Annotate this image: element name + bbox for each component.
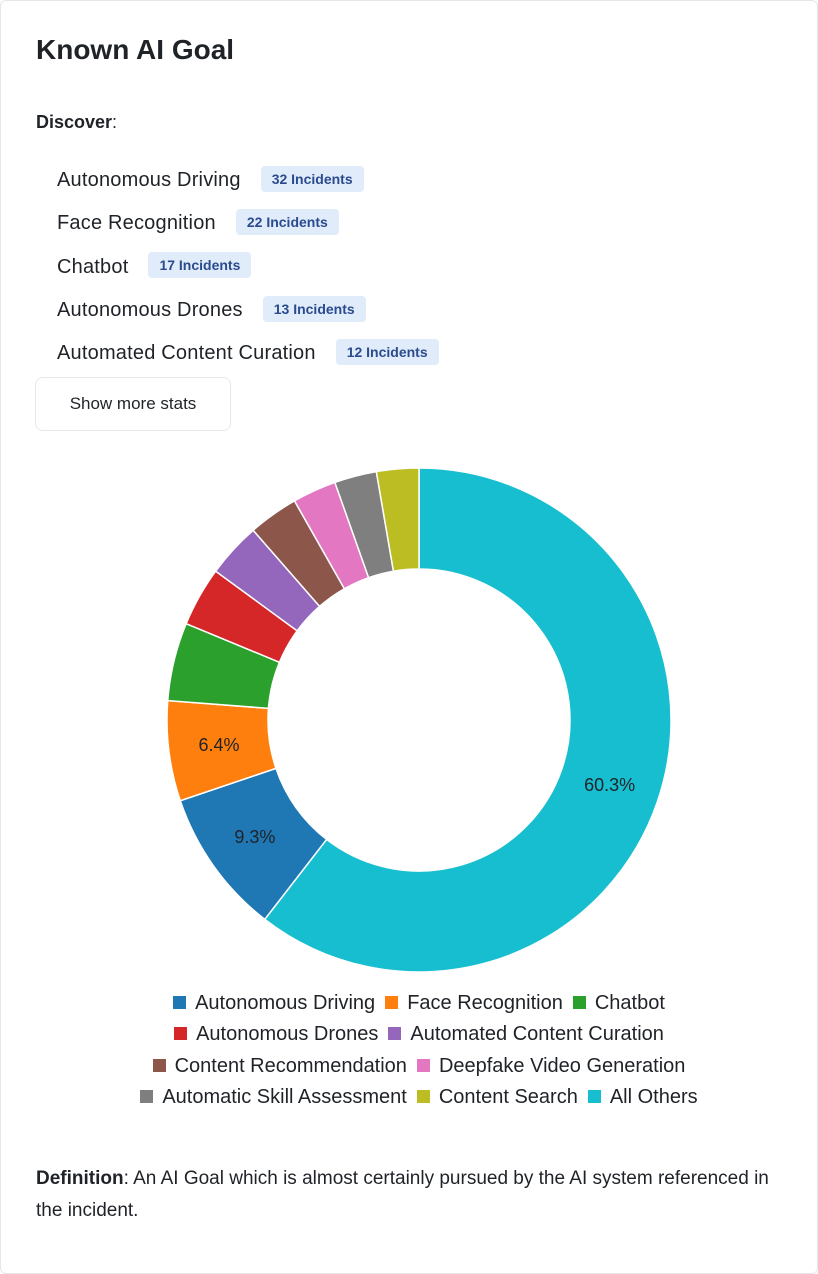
legend-item[interactable]: All Others [587,1082,698,1113]
section-title: Known AI Goal [36,34,235,65]
stat-row[interactable]: Automated Content Curation 12 Incidents [57,332,439,375]
legend-row: Autonomous Driving Face Recognition Chatbo… [61,988,777,1019]
legend-swatch [174,1027,188,1041]
legend-label: Deepfake Video Generation [438,1054,686,1077]
legend-label: Autonomous Drones [196,1023,379,1046]
legend-item[interactable]: Autonomous Drones [174,1019,378,1050]
legend-swatch [173,996,187,1009]
donut-slice-content-search[interactable] [375,467,420,573]
stat-list: Autonomous Driving 32 Incidents Face Rec… [57,159,439,375]
definition-body: : An AI Goal which is almost certainly p… [36,1168,769,1221]
incident-count-badge: 17 Incidents [148,252,252,279]
discover-label: Discover [36,112,113,132]
legend-swatch [152,1058,166,1072]
donut-slice-all-others[interactable] [263,467,672,973]
incident-count-badge: 22 Incidents [235,208,339,235]
incident-count-badge: 32 Incidents [260,165,364,192]
legend-row: Content Recommendation Deepfake Video Gen… [61,1051,777,1082]
legend-row: Automatic Skill Assessment Content Search… [61,1082,777,1113]
legend-label: Automated Content Curation [410,1023,664,1046]
legend-item[interactable]: Chatbot [572,988,665,1019]
legend-item[interactable]: Automatic Skill Assessment [140,1082,407,1113]
legend-swatch [416,1089,430,1103]
legend-item[interactable]: Deepfake Video Generation [416,1051,686,1082]
stat-row[interactable]: Autonomous Drones 13 Incidents [57,289,439,332]
legend-item[interactable]: Content Search [416,1082,578,1113]
stat-row[interactable]: Chatbot 17 Incidents [57,246,439,289]
legend-label: Content Recommendation [174,1054,407,1077]
stat-name[interactable]: Autonomous Driving [57,169,241,192]
discover-heading: Discover: [36,112,118,132]
legend-swatch [416,1058,430,1072]
legend-swatch [572,996,586,1009]
donut-chart: 60.3% 9.3% 6.4% [166,467,672,973]
legend-swatch [140,1089,154,1103]
legend-item[interactable]: Autonomous Driving [173,988,375,1019]
legend-label: Automatic Skill Assessment [162,1085,407,1108]
legend-label: Face Recognition [407,992,563,1014]
show-more-stats-button[interactable]: Show more stats [35,377,231,431]
legend-label: All Others [609,1085,698,1108]
legend-item[interactable]: Face Recognition [385,988,563,1019]
stat-name[interactable]: Automated Content Curation [57,342,316,365]
definition-text: Definition: An AI Goal which is almost c… [36,1163,796,1227]
stat-row[interactable]: Face Recognition 22 Incidents [57,202,439,245]
stat-name[interactable]: Face Recognition [57,212,216,235]
incident-count-badge: 13 Incidents [262,295,366,322]
stat-name[interactable]: Chatbot [57,255,129,278]
legend-label: Chatbot [594,992,665,1014]
stat-row[interactable]: Autonomous Driving 32 Incidents [57,159,439,202]
legend-row: Autonomous Drones Automated Content Curat… [61,1019,777,1050]
legend-swatch [388,1027,402,1041]
slice-data-label: 6.4% [199,735,240,755]
incident-count-badge: 12 Incidents [335,338,439,365]
legend-label: Autonomous Driving [195,992,376,1014]
legend-item[interactable]: Content Recommendation [152,1051,407,1082]
legend-swatch [385,996,399,1009]
legend-label: Content Search [438,1085,578,1108]
slice-data-label: 9.3% [234,827,275,847]
slice-data-label: 60.3% [584,775,635,795]
legend-swatch [587,1089,601,1103]
chart-legend: Autonomous Driving Face Recognition Chatbo… [61,988,777,1113]
definition-label: Definition [36,1168,124,1189]
stat-name[interactable]: Autonomous Drones [57,299,243,322]
legend-item[interactable]: Automated Content Curation [388,1019,664,1050]
